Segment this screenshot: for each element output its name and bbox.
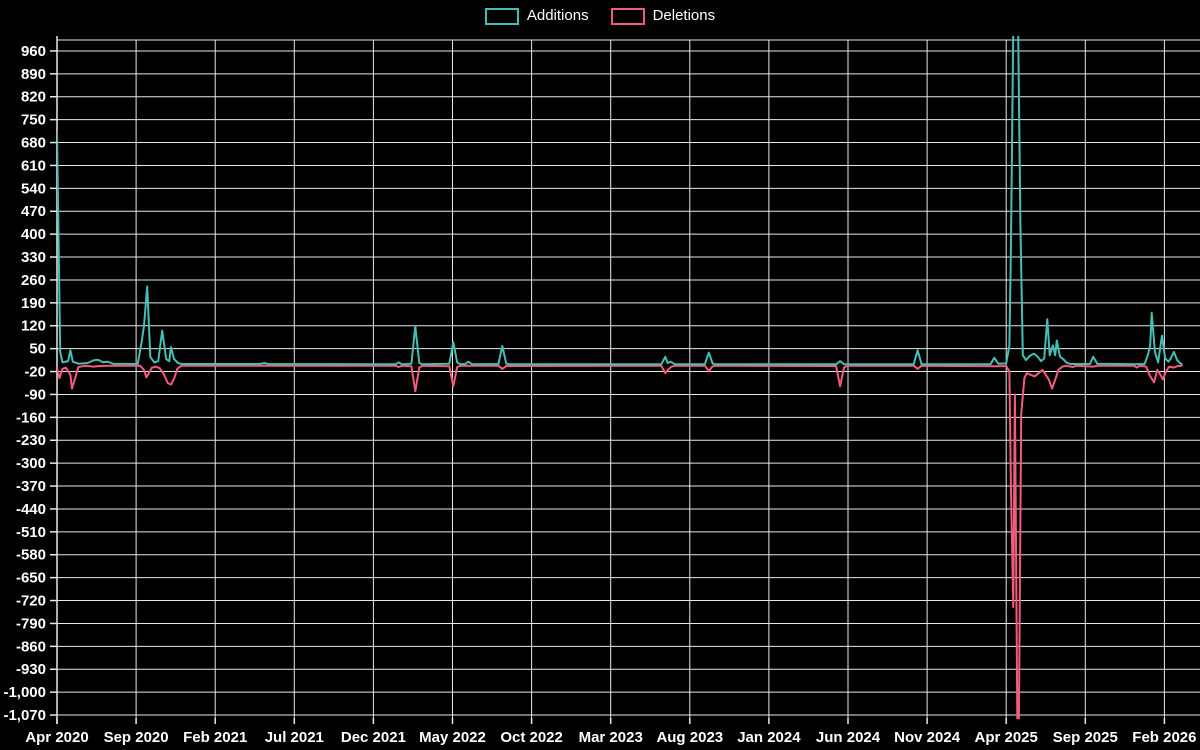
svg-text:Jun 2024: Jun 2024: [816, 729, 881, 746]
svg-text:750: 750: [21, 112, 46, 129]
legend-item-deletions[interactable]: Deletions: [610, 7, 716, 25]
legend-item-additions[interactable]: Additions: [484, 7, 589, 25]
svg-text:890: 890: [21, 66, 46, 83]
svg-text:Apr 2020: Apr 2020: [25, 729, 88, 746]
svg-text:Oct 2022: Oct 2022: [500, 729, 563, 746]
svg-text:-440: -440: [16, 501, 46, 518]
svg-text:-90: -90: [24, 386, 46, 403]
svg-text:470: 470: [21, 203, 46, 220]
svg-text:-20: -20: [24, 364, 46, 381]
svg-text:400: 400: [21, 226, 46, 243]
svg-text:Aug 2023: Aug 2023: [656, 729, 723, 746]
svg-text:120: 120: [21, 318, 46, 335]
svg-text:Feb 2021: Feb 2021: [183, 729, 247, 746]
svg-text:Mar 2023: Mar 2023: [579, 729, 643, 746]
svg-text:-1,000: -1,000: [3, 684, 46, 701]
additions-label: Additions: [526, 7, 589, 24]
svg-text:-930: -930: [16, 661, 46, 678]
svg-text:-230: -230: [16, 432, 46, 449]
svg-text:680: 680: [21, 135, 46, 152]
svg-text:-790: -790: [16, 615, 46, 632]
svg-text:-370: -370: [16, 478, 46, 495]
svg-text:-720: -720: [16, 593, 46, 610]
svg-text:610: 610: [21, 157, 46, 174]
svg-text:190: 190: [21, 295, 46, 312]
deletions-swatch-icon: [610, 7, 645, 25]
svg-text:-580: -580: [16, 547, 46, 564]
svg-text:-650: -650: [16, 570, 46, 587]
svg-text:Sep 2020: Sep 2020: [104, 729, 169, 746]
svg-text:Nov 2024: Nov 2024: [894, 729, 961, 746]
svg-text:Apr 2025: Apr 2025: [975, 729, 1038, 746]
svg-text:Sep 2025: Sep 2025: [1053, 729, 1118, 746]
svg-text:-860: -860: [16, 638, 46, 655]
svg-text:-300: -300: [16, 455, 46, 472]
svg-text:260: 260: [21, 272, 46, 289]
svg-text:May 2022: May 2022: [419, 729, 486, 746]
svg-text:Dec 2021: Dec 2021: [341, 729, 406, 746]
deletions-label: Deletions: [652, 7, 716, 24]
svg-text:-510: -510: [16, 524, 46, 541]
svg-text:-1,070: -1,070: [3, 707, 46, 724]
svg-text:330: 330: [21, 249, 46, 266]
svg-text:Jul 2021: Jul 2021: [265, 729, 324, 746]
svg-text:820: 820: [21, 89, 46, 106]
chart-legend: Additions Deletions: [0, 7, 1200, 25]
svg-text:Jan 2024: Jan 2024: [737, 729, 801, 746]
svg-text:50: 50: [29, 341, 46, 358]
svg-text:960: 960: [21, 43, 46, 60]
additions-swatch-icon: [484, 7, 519, 25]
svg-text:Feb 2026: Feb 2026: [1132, 729, 1196, 746]
svg-text:540: 540: [21, 180, 46, 197]
svg-text:-160: -160: [16, 409, 46, 426]
